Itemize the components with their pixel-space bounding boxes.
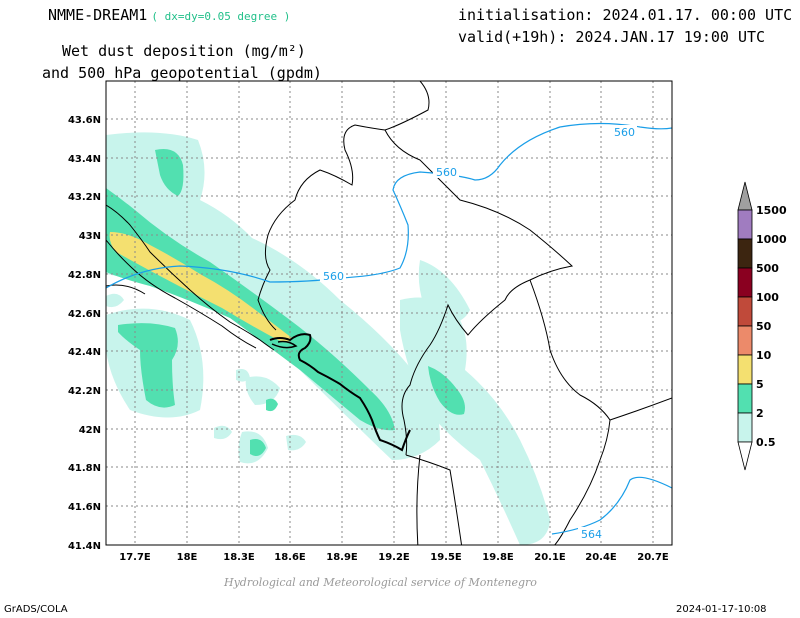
colorbar-label: 10 xyxy=(756,349,772,362)
lon-label: 18E xyxy=(177,552,198,563)
model-resolution: ( dx=dy=0.05 degree ) xyxy=(151,10,291,23)
grid xyxy=(106,81,672,545)
contour-label: 564 xyxy=(581,528,602,541)
country-borders xyxy=(106,81,672,545)
lon-label: 18.6E xyxy=(274,552,306,563)
colorbar-swatch xyxy=(737,238,753,269)
colorbar-label: 100 xyxy=(756,291,779,304)
longitude-labels: 17.7E 18E 18.3E 18.6E 18.9E 19.2E 19.5E … xyxy=(119,552,669,563)
lat-label: 43.6N xyxy=(68,115,101,126)
lon-label: 18.3E xyxy=(223,552,255,563)
lon-label: 19.8E xyxy=(482,552,514,563)
colorbar: 1500 1000 500 100 50 10 5 2 0.5 xyxy=(737,181,787,471)
colorbar-swatch xyxy=(737,383,753,414)
coastline xyxy=(269,333,411,452)
render-timestamp: 2024-01-17-10:08 xyxy=(676,604,767,615)
parameter-title-line2: and 500 hPa geopotential (gpdm) xyxy=(42,64,322,82)
lat-label: 41.8N xyxy=(68,463,101,474)
colorbar-swatch xyxy=(737,412,753,443)
lon-label: 17.7E xyxy=(119,552,151,563)
lat-label: 42.4N xyxy=(68,347,101,358)
software-label: GrADS/COLA xyxy=(4,604,68,615)
colorbar-swatch xyxy=(737,354,753,385)
lat-label: 42N xyxy=(79,425,101,436)
lat-label: 43.4N xyxy=(68,154,101,165)
model-name: NMME-DREAM1 xyxy=(48,6,148,24)
colorbar-swatch xyxy=(737,325,753,356)
colorbar-top-arrow xyxy=(737,181,753,211)
init-time: initialisation: 2024.01.17. 00:00 UTC xyxy=(458,6,793,24)
coastline-bay xyxy=(271,340,298,349)
parameter-title-line1: Wet dust deposition (mg/m²) xyxy=(62,42,306,60)
colorbar-label: 500 xyxy=(756,262,779,275)
colorbar-swatch xyxy=(737,209,753,240)
valid-time: valid(+19h): 2024.JAN.17 19:00 UTC xyxy=(458,28,766,46)
lon-label: 18.9E xyxy=(326,552,358,563)
colorbar-label: 0.5 xyxy=(756,436,776,449)
lon-label: 20.1E xyxy=(534,552,566,563)
contour-label: 560 xyxy=(436,166,457,179)
lon-label: 19.5E xyxy=(430,552,462,563)
lon-label: 20.4E xyxy=(585,552,617,563)
colorbar-label: 2 xyxy=(756,407,764,420)
latitude-labels: 43.6N 43.4N 43.2N 43N 42.8N 42.6N 42.4N … xyxy=(68,115,101,552)
model-title: NMME-DREAM1( dx=dy=0.05 degree ) xyxy=(48,6,290,24)
lat-label: 43N xyxy=(79,231,101,242)
coastline-west xyxy=(105,284,146,295)
credit-line: Hydrological and Meteorological service … xyxy=(224,576,537,589)
colorbar-label: 50 xyxy=(756,320,772,333)
colorbar-bottom-arrow xyxy=(737,441,753,471)
colorbar-label: 5 xyxy=(756,378,764,391)
shade-5-10 xyxy=(109,232,292,342)
colorbar-swatch xyxy=(737,267,753,298)
lat-label: 42.6N xyxy=(68,309,101,320)
lon-label: 20.7E xyxy=(637,552,669,563)
lat-label: 42.2N xyxy=(68,386,101,397)
lon-label: 19.2E xyxy=(378,552,410,563)
colorbar-label: 1500 xyxy=(756,204,787,217)
lat-label: 41.4N xyxy=(68,541,101,552)
contour-labels: 560 560 560 564 xyxy=(320,125,637,541)
lat-label: 43.2N xyxy=(68,192,101,203)
lat-label: 42.8N xyxy=(68,270,101,281)
contour-label: 560 xyxy=(614,126,635,139)
map-frame xyxy=(105,80,673,546)
contour-label: 560 xyxy=(323,270,344,283)
lat-label: 41.6N xyxy=(68,502,101,513)
dust-shading xyxy=(106,132,550,545)
colorbar-swatch xyxy=(737,296,753,327)
colorbar-label: 1000 xyxy=(756,233,787,246)
